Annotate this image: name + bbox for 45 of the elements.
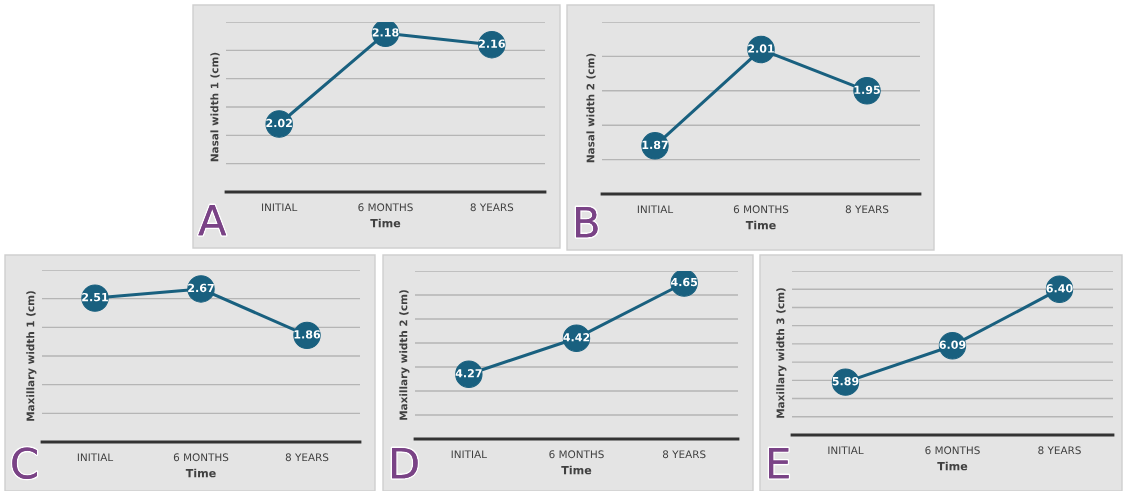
x-tick-label: 8 YEARS — [662, 450, 706, 459]
x-axis-title: Time — [561, 465, 592, 475]
y-axis-title: Maxillary width 2 (cm) — [399, 290, 410, 420]
data-label: 6.40 — [1046, 284, 1073, 293]
x-tick-label: 6 MONTHS — [733, 205, 789, 214]
x-tick-label: INITIAL — [637, 205, 674, 214]
data-label: 2.18 — [372, 28, 399, 37]
data-label: 4.42 — [563, 333, 590, 342]
y-axis-title: Maxillary width 3 (cm) — [776, 288, 787, 418]
data-label: 4.65 — [670, 277, 698, 287]
text: B — [576, 206, 598, 238]
data-label: 2.67 — [188, 283, 214, 293]
data-label: 2.01 — [748, 44, 774, 53]
text: D — [392, 447, 418, 479]
x-axis-title: Time — [745, 220, 776, 230]
x-tick-label: INITIAL — [451, 450, 487, 459]
x-axis-title: Time — [370, 218, 401, 228]
x-tick-label: 6 MONTHS — [549, 450, 604, 459]
x-axis-title: Time — [937, 461, 968, 471]
data-label: 1.95 — [854, 85, 880, 95]
data-label: 2.16 — [479, 39, 505, 48]
text: C — [12, 447, 37, 479]
data-label: 1.86 — [294, 330, 321, 339]
x-tick-label: 8 YEARS — [845, 205, 889, 214]
x-tick-label: INITIAL — [828, 446, 864, 455]
data-label: 2.51 — [82, 292, 108, 302]
data-label: 1.87 — [642, 140, 668, 150]
x-tick-label: 8 YEARS — [470, 203, 514, 212]
x-tick-label: 6 MONTHS — [925, 446, 980, 455]
x-axis-title: Time — [185, 468, 216, 478]
text: A — [198, 204, 227, 236]
data-label: 6.09 — [939, 340, 966, 349]
x-tick-label: INITIAL — [77, 453, 114, 462]
y-axis-title: Nasal width 2 (cm) — [586, 53, 596, 163]
y-axis-title: Maxillary width 1 (cm) — [26, 291, 37, 421]
x-tick-label: 8 YEARS — [1038, 446, 1081, 455]
x-tick-label: 6 MONTHS — [358, 203, 413, 212]
data-label: 2.02 — [266, 118, 292, 128]
y-axis-title: Nasal width 1 (cm) — [210, 52, 220, 162]
x-tick-label: INITIAL — [262, 203, 298, 212]
x-tick-label: 8 YEARS — [285, 453, 329, 462]
data-label: 4.27 — [455, 369, 482, 378]
text: E — [769, 447, 789, 479]
x-tick-label: 6 MONTHS — [173, 453, 229, 462]
data-label: 5.89 — [832, 376, 859, 386]
